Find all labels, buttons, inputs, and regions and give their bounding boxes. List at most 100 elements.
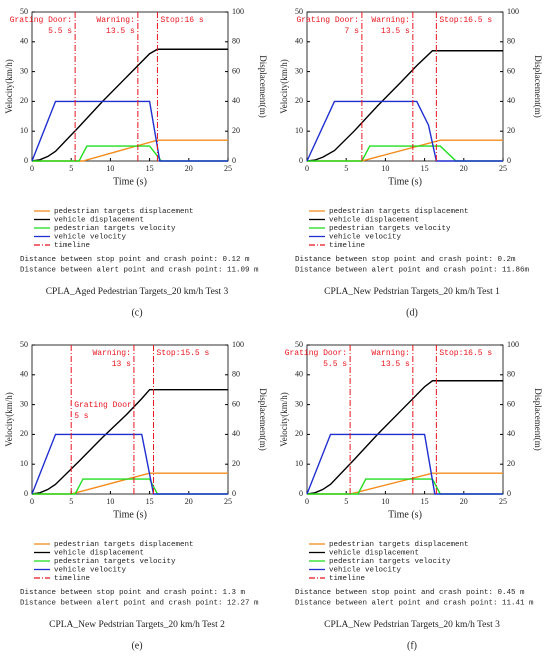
series-line	[307, 478, 503, 495]
x-tick-label: 20	[185, 164, 193, 173]
legend-label: timeline	[329, 242, 365, 250]
y2-tick-label: 0	[507, 489, 511, 498]
legend-label: pedestrian targets displacement	[329, 541, 469, 549]
caption: CPLA_New Pedstrian Targets_20 km/h Test …	[49, 620, 225, 630]
x-tick-label: 10	[106, 497, 114, 506]
panel-label: (c)	[131, 307, 142, 318]
x-axis-label: Time (s)	[388, 509, 422, 520]
legend-label: pedestrian targets displacement	[329, 208, 469, 216]
annotation: Warning:	[96, 16, 134, 25]
y2-tick-label: 80	[507, 370, 515, 379]
series-line	[32, 478, 228, 495]
y2-tick-label: 20	[507, 126, 515, 135]
series-line	[32, 139, 228, 162]
x-tick-label: 0	[305, 164, 309, 173]
annotation: Grating Door:	[285, 349, 347, 358]
y2-tick-label: 80	[232, 37, 240, 46]
legend-label: vehicle displacement	[329, 549, 419, 557]
y2-axis-label: Displacement(m)	[258, 55, 268, 117]
y2-tick-label: 60	[232, 399, 240, 408]
y-tick-label: 50	[295, 7, 303, 16]
x-tick-label: 20	[185, 497, 193, 506]
series-line	[306, 433, 503, 495]
y-tick-label: 30	[20, 66, 28, 75]
y2-tick-label: 0	[507, 156, 511, 165]
x-tick-label: 5	[69, 164, 73, 173]
y-tick-label: 50	[20, 7, 28, 16]
x-tick-label: 20	[460, 164, 468, 173]
x-axis-label: Time (s)	[113, 509, 147, 520]
x-tick-label: 5	[69, 497, 73, 506]
legend-label: pedestrian targets velocity	[329, 225, 451, 233]
plot-frame	[306, 11, 504, 162]
y2-tick-label: 20	[232, 459, 240, 468]
panel-label: (f)	[407, 640, 417, 651]
legend-label: pedestrian targets velocity	[329, 558, 451, 566]
annotation: Stop:16.5 s	[439, 349, 492, 358]
note: Distance between stop point and crash po…	[20, 256, 250, 264]
x-tick-label: 15	[421, 164, 429, 173]
legend-label: vehicle velocity	[54, 233, 127, 241]
y-tick-label: 40	[295, 370, 303, 379]
y-tick-label: 30	[295, 399, 303, 408]
y-axis-label: Velocity(km/h)	[279, 59, 289, 114]
annotation: Stop:16.5 s	[439, 16, 492, 25]
legend-label: vehicle displacement	[54, 549, 144, 557]
y2-tick-label: 0	[232, 156, 236, 165]
y2-tick-label: 60	[507, 66, 515, 75]
y2-tick-label: 40	[232, 96, 240, 105]
note: Distance between alert point and crash p…	[295, 266, 530, 274]
x-axis-label: Time (s)	[113, 176, 147, 187]
annotation: Grating Door:	[296, 16, 358, 25]
series-line	[306, 380, 503, 495]
y-tick-label: 10	[20, 126, 28, 135]
annotation: 13.5 s	[106, 27, 135, 36]
note: Distance between alert point and crash p…	[20, 599, 259, 607]
y-tick-label: 40	[295, 37, 303, 46]
y2-tick-label: 0	[232, 489, 236, 498]
x-tick-label: 15	[146, 164, 154, 173]
x-tick-label: 10	[381, 164, 389, 173]
y-tick-label: 20	[295, 429, 303, 438]
series-line	[306, 100, 503, 162]
y-tick-label: 0	[299, 489, 303, 498]
series-line	[31, 433, 228, 495]
legend-label: timeline	[329, 575, 365, 583]
y2-tick-label: 60	[507, 399, 515, 408]
annotation: Warning:	[371, 16, 409, 25]
y2-tick-label: 40	[232, 429, 240, 438]
panel-label: (d)	[406, 307, 418, 318]
y2-tick-label: 100	[507, 340, 519, 349]
panel-label: (e)	[131, 640, 142, 651]
x-tick-label: 20	[460, 497, 468, 506]
x-tick-label: 5	[344, 497, 348, 506]
y-tick-label: 10	[295, 459, 303, 468]
y-axis-label: Velocity(km/h)	[4, 59, 14, 114]
note: Distance between stop point and crash po…	[295, 256, 516, 264]
y-tick-label: 30	[20, 399, 28, 408]
y2-axis-label: Displacement(m)	[258, 388, 268, 450]
y-tick-label: 50	[20, 340, 28, 349]
annotation: Grating Door:	[74, 401, 136, 410]
legend-label: vehicle displacement	[329, 216, 419, 224]
y2-tick-label: 20	[232, 126, 240, 135]
y-axis-label: Velocity(km/h)	[4, 392, 14, 447]
x-tick-label: 10	[106, 164, 114, 173]
y-tick-label: 10	[295, 126, 303, 135]
caption: CPLA_New Pedstrian Targets_20 km/h Test …	[324, 620, 500, 630]
x-tick-label: 0	[30, 497, 34, 506]
x-axis-label: Time (s)	[388, 176, 422, 187]
y-tick-label: 30	[295, 66, 303, 75]
y-tick-label: 10	[20, 459, 28, 468]
y2-tick-label: 100	[507, 7, 519, 16]
y2-axis-label: Displacement(m)	[533, 388, 543, 450]
series-line	[31, 48, 228, 162]
x-tick-label: 25	[224, 164, 232, 173]
y-tick-label: 0	[299, 156, 303, 165]
series-line	[31, 389, 228, 495]
annotation: Grating Door:	[10, 16, 72, 25]
y-tick-label: 50	[295, 340, 303, 349]
y-tick-label: 20	[295, 96, 303, 105]
y2-tick-label: 60	[232, 66, 240, 75]
legend-label: vehicle displacement	[54, 216, 144, 224]
